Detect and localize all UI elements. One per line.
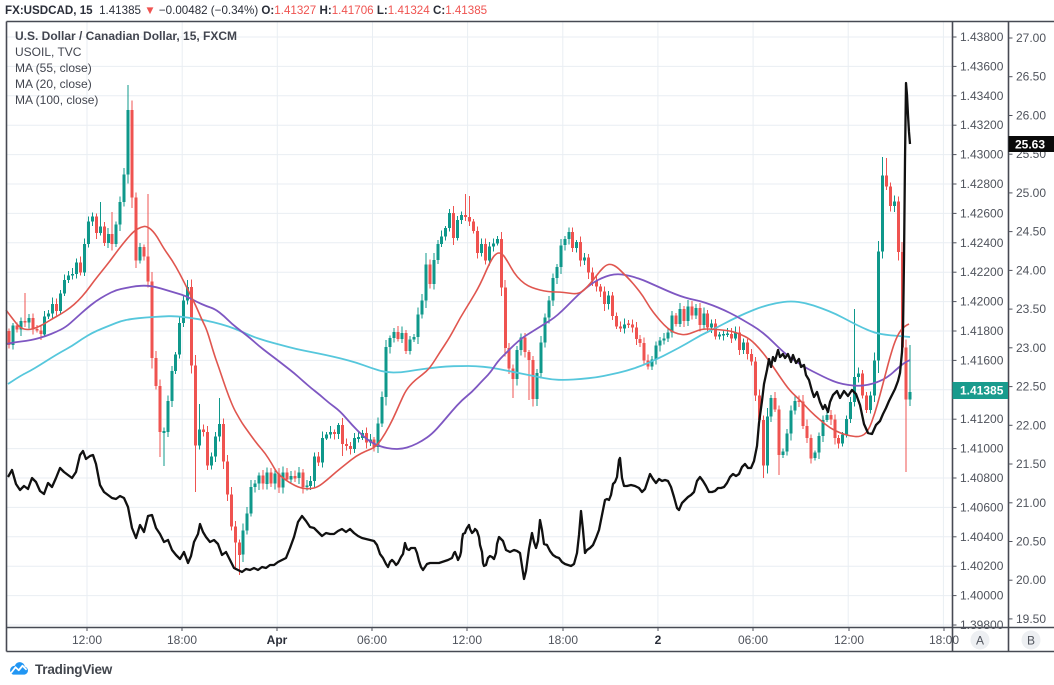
svg-text:22.50: 22.50 (1016, 380, 1046, 394)
svg-text:1.40000: 1.40000 (960, 589, 1004, 603)
svg-text:A: A (976, 634, 984, 648)
svg-text:1.40200: 1.40200 (960, 559, 1004, 573)
svg-text:25.00: 25.00 (1016, 186, 1046, 200)
svg-text:23.50: 23.50 (1016, 302, 1046, 316)
svg-text:18:00: 18:00 (167, 633, 197, 647)
svg-text:1.42600: 1.42600 (960, 206, 1004, 220)
svg-text:Apr: Apr (267, 633, 288, 647)
svg-text:21.50: 21.50 (1016, 457, 1046, 471)
svg-text:1.41600: 1.41600 (960, 353, 1004, 367)
svg-text:1.40800: 1.40800 (960, 471, 1004, 485)
svg-text:2: 2 (655, 633, 662, 647)
svg-text:19.50: 19.50 (1016, 612, 1046, 626)
svg-text:1.41800: 1.41800 (960, 324, 1004, 338)
svg-text:1.40400: 1.40400 (960, 530, 1004, 544)
svg-text:18:00: 18:00 (548, 633, 578, 647)
svg-text:1.42000: 1.42000 (960, 295, 1004, 309)
svg-text:25.63: 25.63 (1015, 138, 1045, 152)
svg-text:1.43600: 1.43600 (960, 59, 1004, 73)
svg-text:06:00: 06:00 (738, 633, 768, 647)
svg-text:12:00: 12:00 (834, 633, 864, 647)
svg-text:20.50: 20.50 (1016, 535, 1046, 549)
svg-text:1.43800: 1.43800 (960, 30, 1004, 44)
svg-text:27.00: 27.00 (1016, 31, 1046, 45)
svg-text:1.43000: 1.43000 (960, 148, 1004, 162)
svg-text:1.41200: 1.41200 (960, 412, 1004, 426)
svg-text:06:00: 06:00 (357, 633, 387, 647)
svg-text:26.50: 26.50 (1016, 70, 1046, 84)
svg-text:1.42800: 1.42800 (960, 177, 1004, 191)
svg-text:20.00: 20.00 (1016, 573, 1046, 587)
svg-text:1.42400: 1.42400 (960, 236, 1004, 250)
svg-text:21.00: 21.00 (1016, 496, 1046, 510)
svg-text:1.43400: 1.43400 (960, 89, 1004, 103)
svg-text:1.43200: 1.43200 (960, 118, 1004, 132)
svg-text:1.41000: 1.41000 (960, 442, 1004, 456)
svg-text:1.41385: 1.41385 (960, 384, 1004, 398)
svg-text:18:00: 18:00 (929, 633, 959, 647)
svg-text:24.00: 24.00 (1016, 263, 1046, 277)
svg-text:1.39800: 1.39800 (960, 618, 1004, 632)
svg-text:22.00: 22.00 (1016, 418, 1046, 432)
svg-text:24.50: 24.50 (1016, 225, 1046, 239)
svg-text:12:00: 12:00 (452, 633, 482, 647)
svg-text:23.00: 23.00 (1016, 341, 1046, 355)
svg-text:26.00: 26.00 (1016, 109, 1046, 123)
svg-text:1.42200: 1.42200 (960, 265, 1004, 279)
svg-text:12:00: 12:00 (72, 633, 102, 647)
svg-text:1.40600: 1.40600 (960, 500, 1004, 514)
svg-text:B: B (1027, 634, 1035, 648)
